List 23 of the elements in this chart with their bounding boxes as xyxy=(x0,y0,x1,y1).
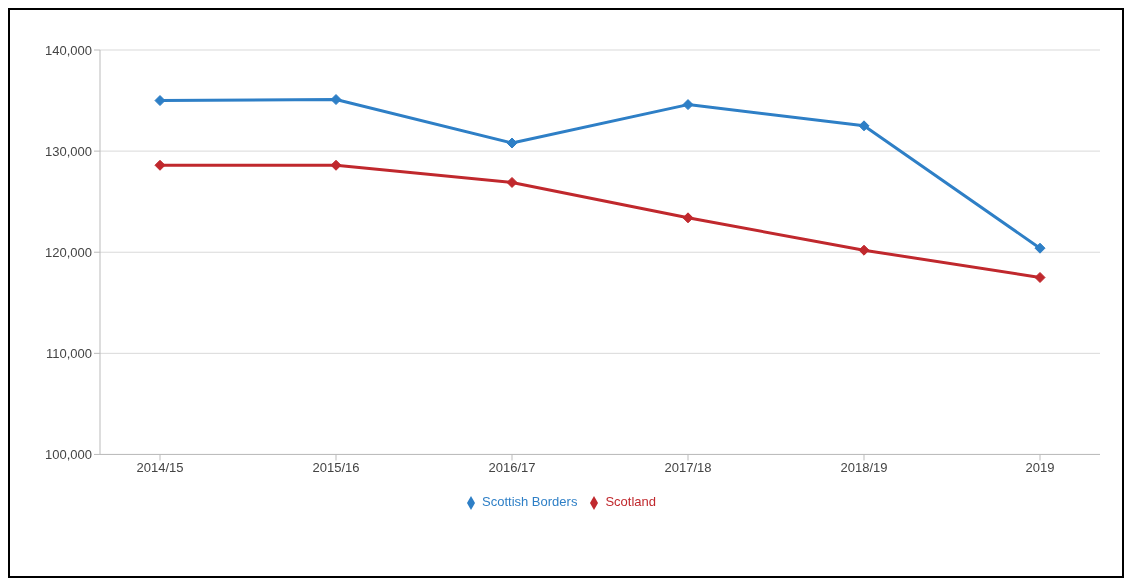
x-tick-label: 2019 xyxy=(1025,459,1055,475)
x-tick-label: 2017/18 xyxy=(664,459,712,475)
y-tick-label: 110,000 xyxy=(45,345,92,361)
x-tick-label: 2015/16 xyxy=(312,459,360,475)
point xyxy=(682,99,694,111)
point xyxy=(1034,242,1046,254)
x-tick-label: 2014/15 xyxy=(136,459,184,475)
point xyxy=(506,176,518,188)
legend-label: Scotland xyxy=(605,494,656,510)
point xyxy=(682,212,694,224)
point xyxy=(858,244,870,256)
x-tick-label: 2016/17 xyxy=(488,459,536,475)
point xyxy=(858,120,870,132)
point xyxy=(154,159,166,171)
point xyxy=(1034,272,1046,283)
x-tick-label: 2018/19 xyxy=(840,459,888,475)
y-tick-label: 130,000 xyxy=(45,143,92,159)
point xyxy=(506,137,518,149)
point xyxy=(330,159,342,171)
y-tick-label: 100,000 xyxy=(45,447,92,463)
y-tick-label: 140,000 xyxy=(45,42,92,58)
legend-label: Scottish Borders xyxy=(482,494,578,510)
y-tick-label: 120,000 xyxy=(45,244,92,260)
